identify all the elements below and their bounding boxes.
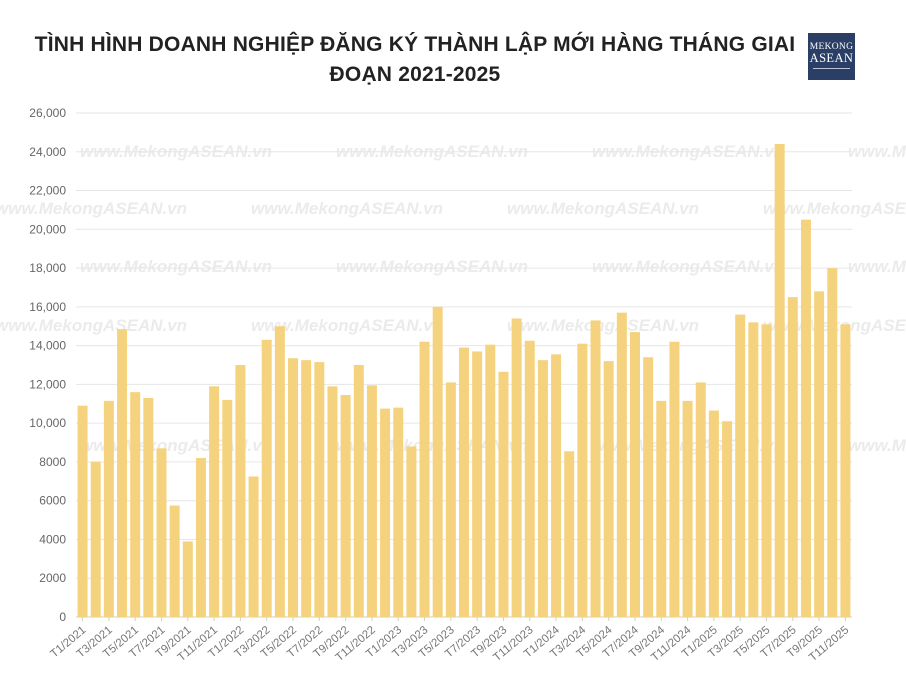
- watermark-text: www.MekongASEAN.vn: [80, 257, 272, 276]
- bar-t11-2025[interactable]: [840, 324, 851, 617]
- bar-t9-2023[interactable]: [498, 371, 509, 617]
- bar-t11-2021[interactable]: [209, 386, 220, 617]
- bar-t12-2022[interactable]: [380, 408, 391, 617]
- watermark-text: www.MekongASEAN.vn: [0, 199, 187, 218]
- bar-t11-2024[interactable]: [682, 400, 693, 617]
- y-tick-label: 22,000: [29, 184, 66, 198]
- bar-t5-2021[interactable]: [130, 392, 141, 617]
- logo-text-top: MEKONG: [809, 42, 854, 52]
- bar-t8-2022[interactable]: [327, 386, 338, 617]
- y-tick-label: 8000: [39, 455, 66, 469]
- bar-t10-2024[interactable]: [669, 341, 680, 617]
- bar-t7-2023[interactable]: [472, 351, 483, 617]
- bar-t8-2025[interactable]: [800, 219, 811, 617]
- bar-t4-2025[interactable]: [748, 322, 759, 617]
- bar-t9-2024[interactable]: [656, 400, 667, 617]
- bar-t11-2022[interactable]: [366, 385, 377, 617]
- watermark-text: www.MekongASEAN.vn: [848, 257, 906, 276]
- mekong-asean-logo: MEKONG ASEAN: [808, 33, 855, 80]
- bar-t11-2023[interactable]: [524, 340, 535, 617]
- bar-t4-2023[interactable]: [432, 306, 443, 617]
- bar-t5-2025[interactable]: [761, 324, 772, 617]
- bar-t3-2023[interactable]: [419, 341, 430, 617]
- y-tick-label: 6000: [39, 494, 66, 508]
- bar-t1-2024[interactable]: [551, 354, 562, 617]
- logo-rule: [813, 68, 850, 71]
- bar-t5-2024[interactable]: [603, 361, 614, 617]
- bar-t6-2025[interactable]: [774, 144, 785, 617]
- bar-t1-2025[interactable]: [708, 410, 719, 617]
- chart-title: TÌNH HÌNH DOANH NGHIỆP ĐĂNG KÝ THÀNH LẬP…: [34, 33, 796, 86]
- bar-t12-2024[interactable]: [695, 382, 706, 617]
- bar-t2-2022[interactable]: [248, 476, 259, 617]
- bar-t9-2025[interactable]: [814, 291, 825, 617]
- y-tick-label: 14,000: [29, 339, 66, 353]
- y-tick-label: 20,000: [29, 222, 66, 236]
- watermark-text: www.MekongASEAN.vn: [848, 142, 906, 161]
- bar-t6-2022[interactable]: [301, 360, 312, 617]
- bar-t8-2021[interactable]: [169, 505, 180, 617]
- watermark-text: www.MekongASEAN.vn: [336, 257, 528, 276]
- bar-t10-2021[interactable]: [195, 458, 206, 617]
- watermark-text: www.MekongASEAN.vn: [763, 199, 906, 218]
- bar-t12-2023[interactable]: [537, 360, 548, 617]
- y-tick-label: 10,000: [29, 416, 66, 430]
- watermark-text: www.MekongASEAN.vn: [251, 199, 443, 218]
- bar-t2-2023[interactable]: [406, 446, 417, 617]
- bar-t5-2023[interactable]: [445, 382, 456, 617]
- bar-t3-2024[interactable]: [577, 343, 588, 617]
- bar-t3-2021[interactable]: [103, 400, 114, 617]
- bar-t7-2025[interactable]: [787, 297, 798, 617]
- bar-t2-2021[interactable]: [90, 461, 101, 617]
- bar-t7-2024[interactable]: [629, 332, 640, 617]
- bar-t6-2024[interactable]: [616, 312, 627, 617]
- bar-t1-2022[interactable]: [235, 365, 246, 617]
- y-tick-label: 26,000: [29, 106, 66, 120]
- bar-t7-2022[interactable]: [314, 362, 325, 617]
- bar-t1-2023[interactable]: [393, 407, 404, 617]
- bar-t1-2021[interactable]: [77, 405, 88, 617]
- watermark-text: www.MekongASEAN.vn: [0, 316, 187, 335]
- bar-series: [77, 144, 851, 617]
- watermark-text: www.MekongASEAN.vn: [251, 316, 443, 335]
- bar-t10-2025[interactable]: [827, 268, 838, 617]
- watermark-text: www.MekongASEAN.vn: [848, 436, 906, 455]
- bar-t6-2021[interactable]: [143, 397, 154, 617]
- logo-text-bottom: ASEAN: [809, 51, 854, 65]
- bar-t5-2022[interactable]: [288, 358, 299, 617]
- bar-t9-2021[interactable]: [182, 541, 193, 617]
- bar-t3-2022[interactable]: [261, 339, 272, 617]
- x-axis: T1/2021T3/2021T5/2021T7/2021T9/2021T11/2…: [48, 617, 851, 664]
- y-tick-label: 4000: [39, 532, 66, 546]
- y-tick-label: 2000: [39, 571, 66, 585]
- bar-t4-2024[interactable]: [590, 320, 601, 617]
- bar-t4-2022[interactable]: [274, 326, 285, 617]
- y-axis: 0 2000 4000 6000 8000 10,000 12,000 14,000 16,00…: [29, 106, 66, 624]
- watermark-text: www.MekongASEAN.vn: [592, 257, 784, 276]
- bar-t3-2025[interactable]: [735, 314, 746, 617]
- bar-t12-2021[interactable]: [222, 399, 233, 617]
- y-tick-label: 16,000: [29, 300, 66, 314]
- y-tick-label: 12,000: [29, 377, 66, 391]
- bar-t10-2023[interactable]: [511, 318, 522, 617]
- bar-t10-2022[interactable]: [353, 365, 364, 617]
- bar-t6-2023[interactable]: [459, 347, 469, 617]
- bar-t7-2021[interactable]: [156, 448, 167, 617]
- watermark-text: www.MekongASEAN.vn: [507, 316, 699, 335]
- y-tick-label: 24,000: [29, 145, 66, 159]
- bar-t8-2023[interactable]: [485, 344, 496, 617]
- bar-t2-2024[interactable]: [564, 451, 575, 617]
- y-tick-label: 0: [59, 610, 66, 624]
- bar-t8-2024[interactable]: [643, 357, 654, 617]
- bar-t2-2025[interactable]: [722, 421, 733, 617]
- y-tick-label: 18,000: [29, 261, 66, 275]
- bar-t9-2022[interactable]: [340, 395, 351, 617]
- watermark-text: www.MekongASEAN.vn: [507, 199, 699, 218]
- bar-t4-2021[interactable]: [117, 329, 128, 617]
